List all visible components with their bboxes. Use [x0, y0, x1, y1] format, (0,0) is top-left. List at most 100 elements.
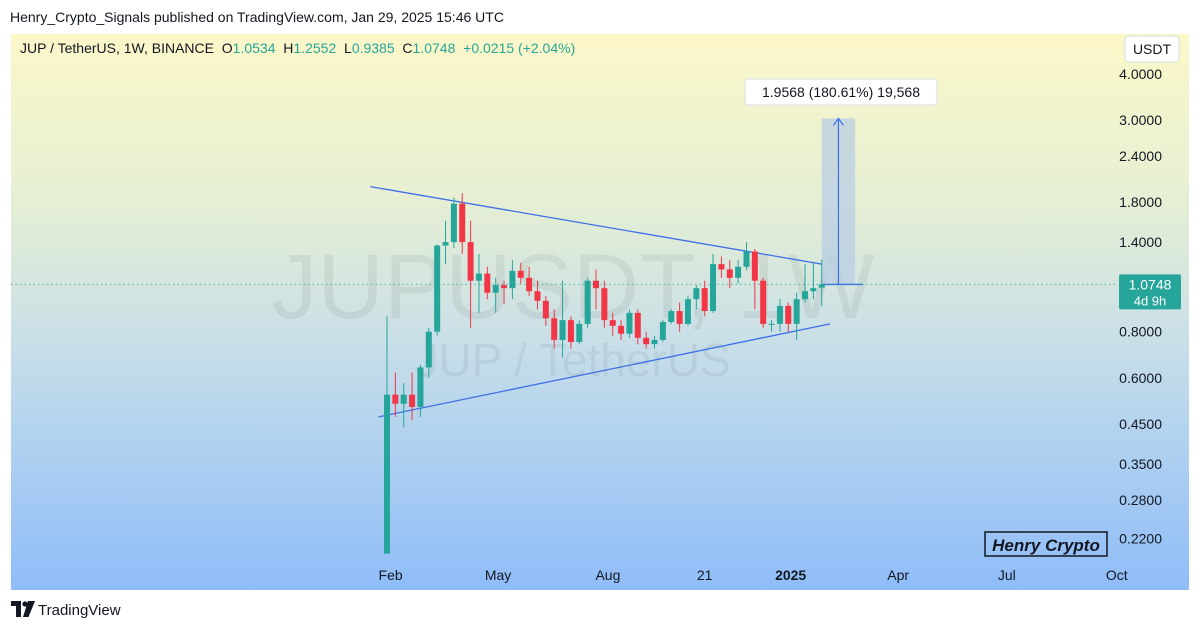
candle-body[interactable] [618, 325, 625, 334]
candle-body[interactable] [467, 242, 474, 281]
candle-body[interactable] [484, 273, 491, 293]
y-tick-label: 2.4000 [1119, 148, 1162, 164]
x-tick-label: Apr [887, 567, 909, 583]
candle-body[interactable] [450, 203, 457, 243]
y-tick-label: 0.2800 [1119, 492, 1162, 508]
x-tick-label: 21 [697, 567, 713, 583]
candle-body[interactable] [384, 394, 390, 554]
y-tick-label: 1.4000 [1119, 234, 1162, 250]
candle-body[interactable] [776, 305, 783, 324]
x-tick-label: Feb [379, 567, 403, 583]
candle-body[interactable] [559, 320, 566, 340]
measurement-label-box [744, 78, 938, 106]
candle-body[interactable] [601, 288, 608, 321]
candle-body[interactable] [668, 311, 675, 322]
candle-body[interactable] [751, 251, 758, 281]
candle-body[interactable] [643, 337, 650, 345]
candle-body[interactable] [793, 299, 800, 324]
candle-body[interactable] [400, 394, 407, 404]
candle-body[interactable] [442, 242, 449, 246]
candle-body[interactable] [526, 277, 533, 292]
measurement-label: 1.9568 (180.61%) 19,568 [762, 84, 920, 100]
candle-body[interactable] [584, 280, 591, 324]
candle-body[interactable] [726, 269, 733, 278]
legend-change: +0.0215 (+2.04%) [463, 40, 575, 56]
candle-body[interactable] [475, 273, 482, 281]
candle-body[interactable] [659, 321, 666, 340]
author-badge [984, 531, 1108, 557]
legend-spacer [276, 40, 284, 56]
legend-open-label: O [222, 40, 233, 56]
y-tick-label: 3.0000 [1119, 112, 1162, 128]
candle-body[interactable] [534, 291, 541, 301]
candle-body[interactable] [425, 331, 432, 368]
candle-body[interactable] [718, 264, 725, 270]
candle-body[interactable] [676, 311, 683, 324]
candle-body[interactable] [576, 323, 583, 343]
candle-body[interactable] [810, 288, 817, 292]
legend-close-value: 1.0748 [413, 40, 456, 56]
x-tick-label: Jul [998, 567, 1016, 583]
candle-body[interactable] [417, 367, 424, 407]
last-price-tag [1119, 274, 1181, 310]
y-tick-label: 0.3500 [1119, 456, 1162, 472]
y-tick-label: 0.6000 [1119, 370, 1162, 386]
candle-body[interactable] [459, 203, 466, 243]
tradingview-brand[interactable]: TradingView [38, 602, 121, 619]
candle-body[interactable] [626, 312, 633, 334]
candle-body[interactable] [701, 288, 708, 312]
legend-spacer [455, 40, 463, 56]
candle-body[interactable] [434, 245, 441, 332]
candle-body[interactable] [693, 288, 700, 300]
footer: TradingView [0, 590, 1200, 630]
candle-body[interactable] [785, 305, 792, 324]
lower-trendline[interactable] [378, 323, 831, 418]
x-tick-label: 2025 [775, 567, 806, 583]
candle-body[interactable] [743, 251, 750, 267]
legend-spacer [395, 40, 403, 56]
bar-countdown: 4d 9h [1134, 293, 1167, 308]
tradingview-logo-icon[interactable] [11, 601, 35, 617]
y-tick-label: 0.4500 [1119, 416, 1162, 432]
x-tick-label: Aug [595, 567, 620, 583]
candle-body[interactable] [609, 320, 616, 326]
candle-body[interactable] [517, 270, 524, 278]
publisher-line: Henry_Crypto_Signals published on Tradin… [10, 9, 504, 25]
ohlc-legend: JUP / TetherUS, 1W, BINANCE O1.0534 H1.2… [20, 40, 575, 56]
candle-body[interactable] [651, 339, 658, 345]
y-tick-label: 4.0000 [1119, 66, 1162, 82]
currency-button-label[interactable]: USDT [1133, 41, 1172, 57]
candle-body[interactable] [542, 300, 549, 319]
candle-body[interactable] [392, 394, 399, 404]
legend-close-label: C [402, 40, 412, 56]
candle-body[interactable] [760, 280, 767, 324]
measurement-arrowhead-icon [832, 117, 844, 126]
candle-body[interactable] [567, 320, 574, 343]
currency-button[interactable] [1124, 35, 1180, 63]
candle-body[interactable] [509, 270, 516, 289]
legend-spacer [336, 40, 344, 56]
last-price-value: 1.0748 [1129, 276, 1172, 292]
author-badge-label: Henry Crypto [992, 536, 1100, 555]
x-tick-label: Oct [1106, 567, 1128, 583]
candle-body[interactable] [593, 280, 599, 289]
candle-body[interactable] [409, 394, 416, 407]
candle-body[interactable] [492, 285, 499, 293]
y-tick-label: 1.8000 [1119, 194, 1162, 210]
legend-low-label: L [344, 40, 352, 56]
candle-body[interactable] [768, 323, 775, 325]
candle-body[interactable] [802, 291, 808, 300]
candle-body[interactable] [501, 285, 508, 289]
candle-body[interactable] [735, 266, 742, 278]
x-tick-label: May [485, 567, 511, 583]
chart-area[interactable]: JUPUSDT, 1W JUP / TetherUS 1.9568 (180.61%… [11, 34, 1189, 590]
candle-body[interactable] [818, 284, 825, 288]
candle-body[interactable] [634, 312, 641, 338]
candle-body[interactable] [684, 299, 691, 324]
candle-body[interactable] [551, 318, 558, 340]
y-tick-label: 0.2200 [1119, 530, 1162, 546]
candle-body[interactable] [710, 264, 717, 312]
legend-spacer [214, 40, 222, 56]
legend-symbol: JUP / TetherUS, 1W, BINANCE [20, 40, 214, 56]
